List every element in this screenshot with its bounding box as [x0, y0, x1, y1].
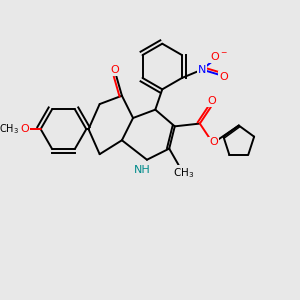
Text: O: O — [111, 65, 119, 75]
Text: NH: NH — [134, 165, 150, 175]
Text: O: O — [21, 124, 29, 134]
Text: N: N — [198, 64, 206, 75]
Text: O: O — [209, 137, 218, 148]
Text: CH$_3$: CH$_3$ — [0, 122, 19, 136]
Text: O: O — [219, 72, 228, 82]
Text: O$^-$: O$^-$ — [210, 50, 228, 62]
Text: O: O — [207, 96, 216, 106]
Text: CH$_3$: CH$_3$ — [173, 166, 194, 180]
